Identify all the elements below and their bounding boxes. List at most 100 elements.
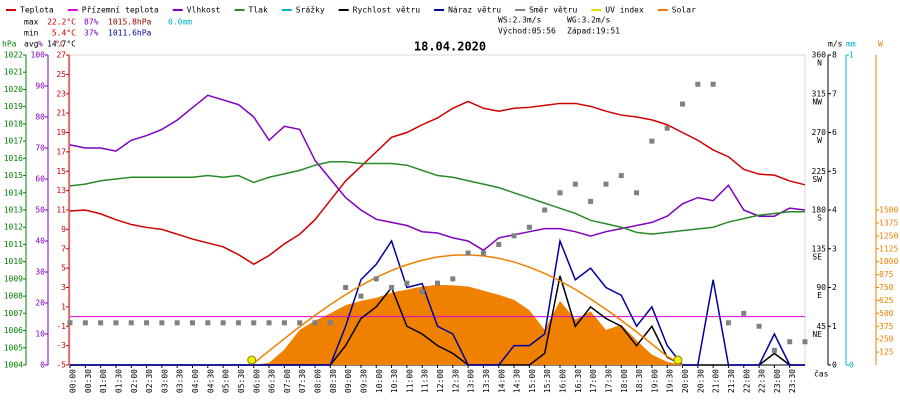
wind-direction-point — [450, 276, 456, 282]
legend-label: Směr větru — [529, 6, 577, 15]
sun-marker — [673, 355, 683, 365]
wind-direction-point — [557, 190, 563, 196]
y-tick-label: 1019 — [4, 102, 23, 111]
compass-label: E — [817, 291, 822, 300]
y-tick-label: 50 — [35, 206, 45, 215]
x-tick-label: 11:00 — [405, 369, 414, 393]
compass-label: SE — [812, 252, 822, 261]
x-tick-label: 18:30 — [635, 369, 644, 393]
y-tick-label: 1004 — [4, 361, 23, 370]
y-tick-label: 27 — [56, 51, 66, 60]
wind-direction-point — [603, 181, 609, 187]
y-tick-label: 1013 — [4, 206, 23, 215]
y-tick-label: 0 — [849, 361, 854, 370]
wind-direction-point — [251, 320, 257, 326]
stat-text: min — [24, 29, 39, 38]
y-tick-label: 25 — [56, 70, 66, 79]
x-tick-label: 15:30 — [543, 369, 552, 393]
wind-direction-point — [695, 81, 701, 87]
y-tick-label: 4 — [832, 206, 837, 215]
y-tick-label: 5 — [61, 264, 66, 273]
x-tick-label: 13:00 — [467, 369, 476, 393]
stat-text: avg — [24, 40, 39, 49]
wind-direction-point — [312, 320, 318, 326]
wind-direction-point — [787, 339, 793, 345]
x-tick-label: 04:00 — [191, 369, 200, 393]
y-tick-label: 19 — [56, 128, 66, 137]
x-tick-label: 00:00 — [69, 369, 78, 393]
y-tick-label: 21 — [56, 109, 66, 118]
x-tick-label: 19:30 — [666, 369, 675, 393]
x-tick-label: 14:30 — [513, 369, 522, 393]
series-line — [69, 100, 806, 266]
y-tick-label: 315 — [812, 89, 827, 98]
wind-direction-point — [741, 310, 747, 316]
y-tick-label: 875 — [879, 270, 894, 279]
y-tick-label: 3 — [61, 283, 66, 292]
wind-direction-point — [389, 285, 395, 290]
x-tick-label: 21:30 — [727, 369, 736, 393]
axis-title: °C — [55, 40, 65, 49]
wind-direction-point — [174, 320, 180, 326]
x-tick-label: 16:30 — [574, 369, 583, 393]
y-tick-label: 90 — [35, 82, 45, 91]
wind-direction-point — [588, 198, 594, 204]
info-text: Východ:05:56 — [498, 27, 556, 36]
y-tick-label: 7 — [832, 89, 837, 98]
legend-label: Rychlost větru — [353, 6, 421, 15]
legend-label: Tlak — [249, 6, 268, 15]
wind-direction-point — [572, 181, 578, 187]
wind-direction-point — [526, 224, 532, 230]
x-tick-label: 23:00 — [773, 369, 782, 393]
legend-label: UV index — [605, 6, 644, 15]
wind-direction-point — [98, 320, 104, 326]
y-tick-label: 1 — [849, 51, 854, 60]
axis-title: W — [878, 40, 883, 49]
compass-label: W — [817, 136, 822, 145]
axis-title: hPa — [2, 40, 17, 49]
wind-direction-point — [190, 320, 195, 326]
wind-direction-point — [618, 173, 624, 179]
y-tick-label: 80 — [35, 113, 45, 122]
x-tick-label: 23:30 — [788, 369, 797, 393]
y-tick-label: 11 — [56, 206, 66, 215]
x-tick-label: 10:00 — [375, 369, 384, 393]
wind-direction-point — [511, 233, 517, 239]
y-tick-label: 1016 — [4, 154, 23, 163]
y-tick-label: 5 — [832, 167, 837, 176]
y-tick-label: 23 — [56, 89, 66, 98]
wind-direction-point — [771, 347, 777, 353]
wind-direction-point — [327, 320, 333, 326]
info-text: WS:2.3m/s — [498, 16, 542, 25]
y-tick-label: 0 — [40, 361, 45, 370]
x-axis-label: čas — [814, 369, 829, 379]
x-tick-label: 18:00 — [620, 369, 629, 393]
y-tick-label: 15 — [56, 167, 66, 176]
y-tick-label: 20 — [35, 299, 45, 308]
x-tick-label: 17:30 — [604, 369, 613, 393]
y-tick-label: 70 — [35, 144, 45, 153]
y-tick-label: 625 — [879, 296, 894, 305]
y-tick-label: 1022 — [4, 51, 23, 60]
compass-label: N — [817, 59, 822, 68]
y-tick-label: 360 — [812, 51, 827, 60]
y-tick-label: 1010 — [4, 257, 23, 266]
wind-direction-point — [113, 320, 119, 326]
y-tick-label: 250 — [879, 335, 894, 344]
wind-direction-point — [480, 250, 486, 256]
y-tick-label: 1020 — [4, 85, 23, 94]
y-tick-label: 375 — [879, 322, 894, 331]
wind-direction-point — [235, 320, 241, 326]
y-tick-label: 1007 — [4, 309, 23, 318]
x-tick-label: 20:30 — [696, 369, 705, 393]
wind-direction-point — [144, 320, 150, 326]
y-tick-label: -1 — [56, 322, 66, 331]
stat-text: 5.4°C — [52, 29, 76, 38]
y-tick-label: 40 — [35, 237, 45, 246]
y-tick-label: 500 — [879, 309, 894, 318]
compass-label: S — [817, 214, 822, 223]
stat-text: 87% — [84, 18, 99, 27]
y-tick-label: 7 — [61, 244, 66, 253]
y-tick-label: 135 — [812, 244, 827, 253]
stat-text: 0.0mm — [168, 18, 192, 27]
